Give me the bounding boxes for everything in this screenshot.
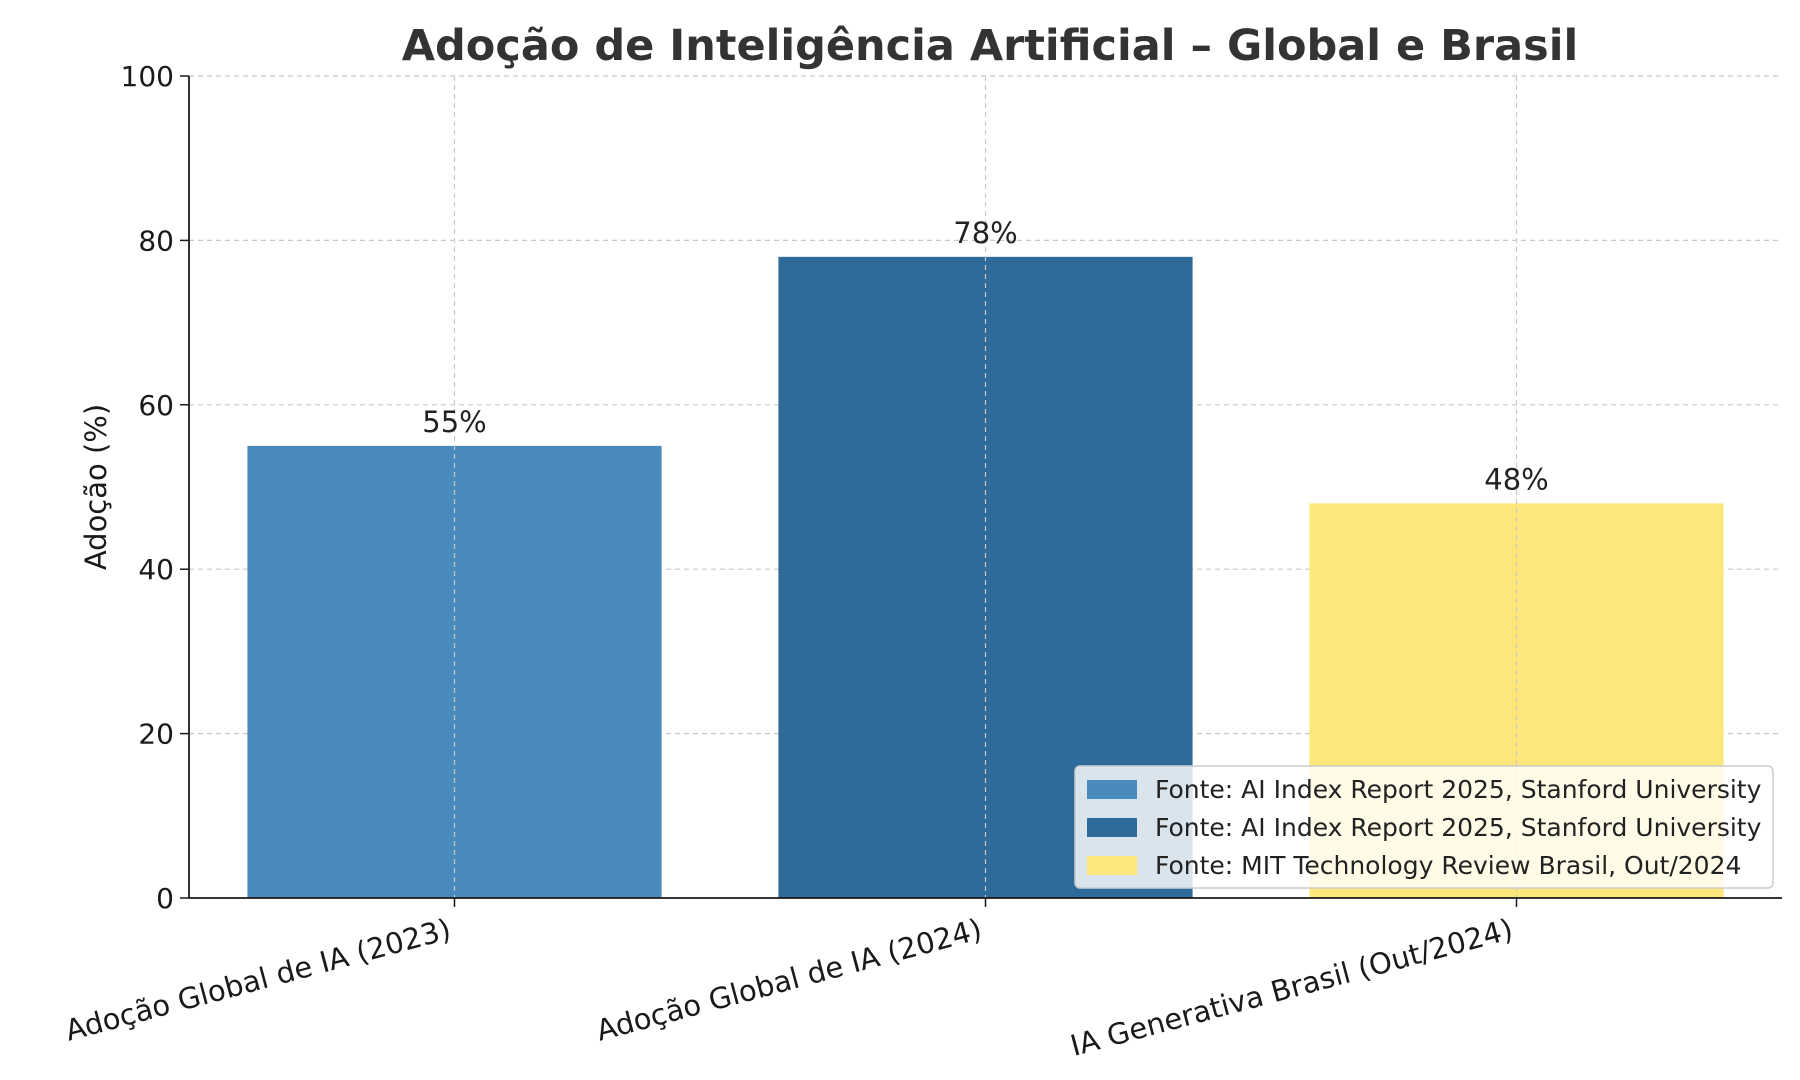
chart-title: Adoção de Inteligência Artificial – Glob… <box>402 21 1578 71</box>
y-tick-label: 0 <box>156 882 174 915</box>
x-tick-label: Adoção Global de IA (2023) <box>62 912 455 1048</box>
y-tick-label: 60 <box>138 389 174 422</box>
legend-box <box>1074 765 1774 889</box>
y-tick-label: 100 <box>121 60 174 93</box>
legend-swatch <box>1087 818 1137 837</box>
data-label: 78% <box>953 216 1017 250</box>
data-label: 55% <box>422 405 486 439</box>
legend: Fonte: AI Index Report 2025, Stanford Un… <box>1074 765 1774 889</box>
data-label: 48% <box>1484 462 1548 496</box>
y-tick-label: 40 <box>138 553 174 586</box>
legend-swatch <box>1087 856 1137 875</box>
legend-label: Fonte: AI Index Report 2025, Stanford Un… <box>1155 775 1762 804</box>
vertical-grid-layer <box>453 76 1518 898</box>
legend-label: Fonte: AI Index Report 2025, Stanford Un… <box>1155 813 1762 842</box>
x-tick-label: IA Generativa Brasil (Out/2024) <box>1067 912 1516 1063</box>
y-axis-label: Adoção (%) <box>79 404 113 570</box>
y-tick-label: 80 <box>138 224 174 257</box>
x-tick-label: Adoção Global de IA (2024) <box>593 912 986 1048</box>
legend-swatch <box>1087 780 1137 799</box>
axes-layer <box>180 75 1782 907</box>
legend-label: Fonte: MIT Technology Review Brasil, Out… <box>1155 851 1741 880</box>
y-tick-label: 20 <box>138 718 174 751</box>
